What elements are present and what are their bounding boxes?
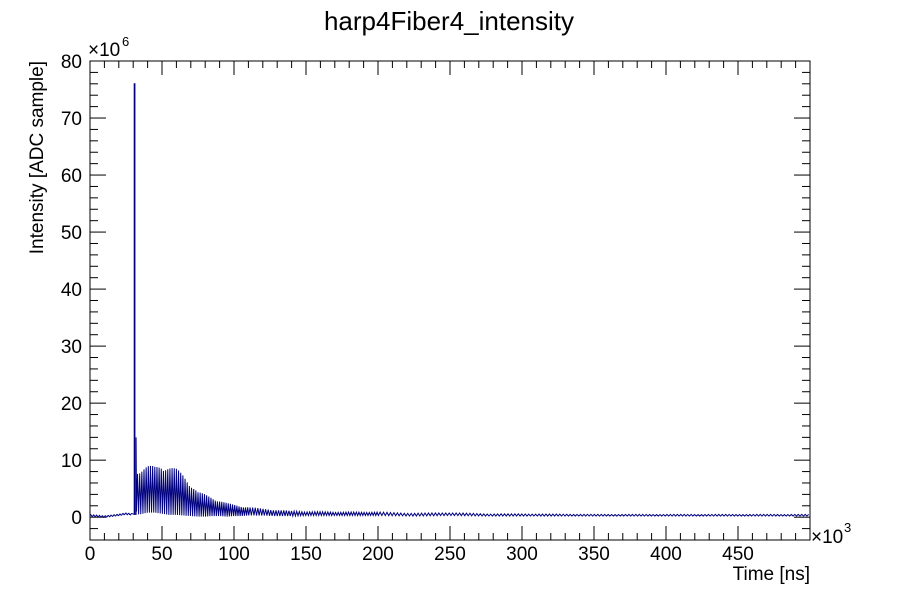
x-tick-label: 350 [578, 544, 610, 565]
x-tick-label: 200 [362, 544, 394, 565]
plot-frame [89, 60, 811, 541]
series-line [89, 83, 809, 519]
x-tick-label: 450 [722, 544, 754, 565]
x-multiplier-base: ×10 [811, 527, 843, 548]
y-axis-tick-labels: 0 10 20 30 40 50 60 70 80 [61, 52, 82, 529]
y-multiplier-base: ×10 [88, 40, 120, 61]
y-tick-label: 70 [61, 109, 82, 130]
y-tick-label: 40 [61, 280, 82, 301]
x-multiplier-exp: 3 [844, 520, 851, 535]
x-multiplier: ×10 3 [811, 520, 851, 548]
y-tick-label: 80 [61, 52, 82, 73]
x-axis-tick-labels: 0 50 100 150 200 250 300 350 400 450 [85, 544, 754, 565]
y-tick-label: 60 [61, 166, 82, 187]
y-axis-ticks [90, 60, 810, 541]
x-tick-label: 100 [218, 544, 250, 565]
y-tick-label: 30 [61, 337, 82, 358]
x-tick-label: 150 [290, 544, 322, 565]
y-axis-label: Intensity [ADC sample] [27, 61, 48, 254]
x-tick-label: 400 [650, 544, 682, 565]
y-tick-label: 20 [61, 394, 82, 415]
y-tick-label: 10 [61, 451, 82, 472]
x-tick-label: 300 [506, 544, 538, 565]
y-multiplier: ×10 6 [88, 34, 129, 61]
chart-title: harp4Fiber4_intensity [324, 6, 574, 36]
y-tick-label: 50 [61, 223, 82, 244]
x-tick-label: 0 [85, 544, 96, 565]
y-multiplier-exp: 6 [122, 34, 129, 49]
x-tick-label: 250 [434, 544, 466, 565]
x-axis-label: Time [ns] [733, 564, 810, 585]
x-axis-ticks [89, 61, 811, 540]
x-tick-label: 50 [151, 544, 172, 565]
y-tick-label: 0 [71, 508, 82, 529]
plot-border [89, 60, 811, 541]
